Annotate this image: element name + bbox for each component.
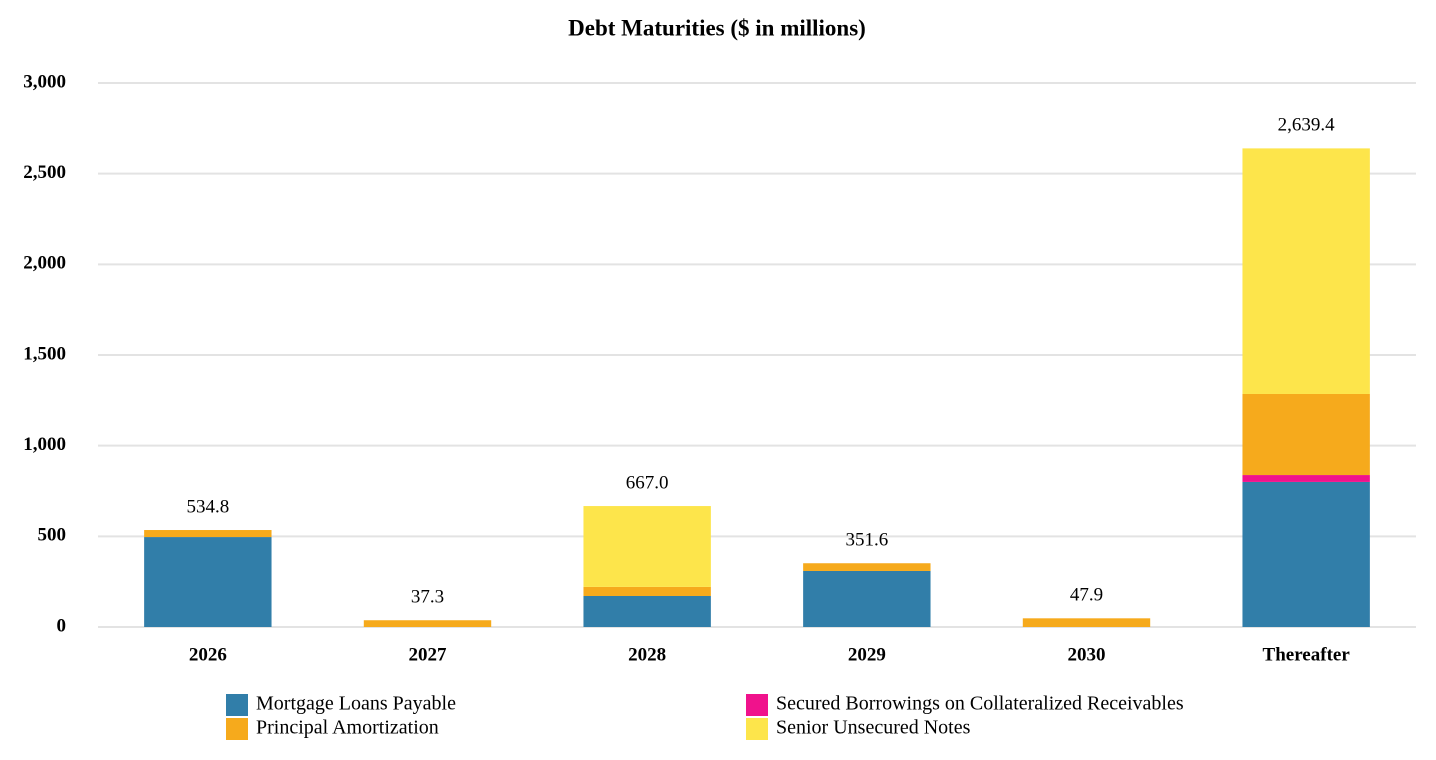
- y-tick-label: 2,500: [23, 162, 66, 183]
- x-tick-label: 2027: [409, 644, 448, 665]
- x-tick-label: 2030: [1068, 644, 1106, 665]
- x-tick-label: 2028: [628, 644, 666, 665]
- bar-segment: [1242, 393, 1370, 476]
- legend-swatch: [226, 718, 248, 740]
- legend-label: Senior Unsecured Notes: [776, 717, 971, 739]
- bar-segment: [1242, 148, 1370, 394]
- y-tick-label: 3,000: [23, 71, 66, 92]
- y-tick-label: 0: [57, 615, 67, 636]
- bar-segment: [1242, 475, 1370, 482]
- bar-segment: [1242, 481, 1370, 627]
- legend-swatch: [746, 718, 768, 740]
- total-label: 534.8: [186, 496, 229, 517]
- y-tick-label: 2,000: [23, 253, 66, 274]
- total-label: 351.6: [845, 530, 888, 551]
- total-label: 2,639.4: [1278, 115, 1336, 136]
- bar-segment: [363, 620, 492, 627]
- bar-segment: [1022, 618, 1151, 627]
- legend-swatch: [226, 694, 248, 716]
- x-tick-label: 2029: [848, 644, 886, 665]
- bar-segment: [583, 595, 711, 627]
- y-tick-label: 500: [38, 525, 67, 546]
- total-label: 667.0: [626, 472, 669, 493]
- legend-label: Mortgage Loans Payable: [256, 693, 456, 715]
- chart-title: Debt Maturities ($ in millions): [568, 15, 866, 40]
- total-label: 37.3: [411, 587, 444, 608]
- bar-segment: [144, 530, 272, 538]
- total-label: 47.9: [1070, 585, 1103, 606]
- legend-label: Principal Amortization: [256, 717, 439, 739]
- bar-segment: [803, 570, 931, 627]
- bar-segment: [803, 563, 931, 571]
- legend-swatch: [746, 694, 768, 716]
- bar-segment: [583, 586, 711, 596]
- y-tick-label: 1,000: [23, 434, 66, 455]
- bar-segment: [144, 537, 272, 627]
- x-tick-label: Thereafter: [1263, 644, 1351, 665]
- legend-label: Secured Borrowings on Collateralized Rec…: [776, 693, 1184, 715]
- bar-segment: [583, 506, 711, 587]
- x-tick-label: 2026: [189, 644, 227, 665]
- y-tick-label: 1,500: [23, 343, 66, 364]
